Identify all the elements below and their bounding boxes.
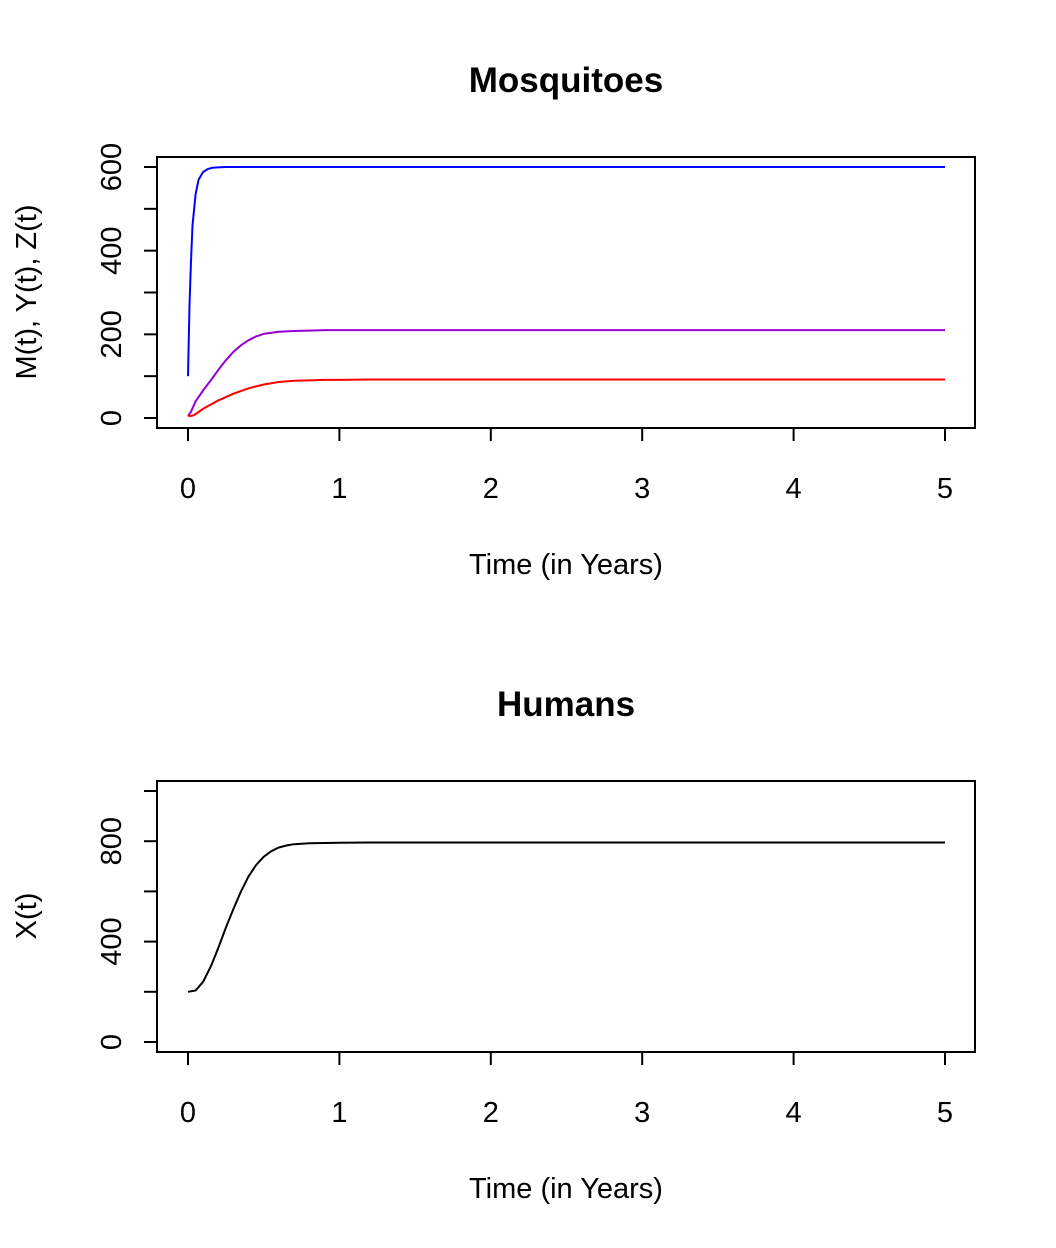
x-axis-label: Time (in Years) [469,1173,663,1205]
y-tick-label: 800 [96,817,128,865]
x-tick-label: 0 [180,1097,196,1129]
series-line-3 [188,378,945,417]
chart-panel-2: Humans 0 1 2 3 4 5 0 400 800 Time (in Years) X(t) [11,685,976,1205]
x-tick-label: 3 [634,473,650,505]
chart-panel-1: Mosquitoes 0 1 2 3 4 5 0 200 400 600 Time (in Years… [11,61,976,581]
y-tick-label: 400 [96,226,128,274]
x-tick-label: 5 [937,1097,953,1129]
x-tick-label: 2 [483,473,499,505]
series-line-2 [187,329,945,417]
y-tick-label: 200 [96,310,128,358]
y-axis-label: M(t), Y(t), Z(t) [11,204,43,379]
x-tick-label: 1 [331,1097,347,1129]
x-tick-label: 3 [634,1097,650,1129]
series-line-1 [187,841,945,993]
x-tick-label: 4 [786,1097,802,1129]
x-tick-label: 2 [483,1097,499,1129]
y-axis-label: X(t) [11,893,43,940]
y-tick-label: 400 [96,917,128,965]
x-tick-label: 0 [180,473,196,505]
x-tick-label: 5 [937,473,953,505]
y-tick-label: 0 [96,1034,128,1050]
plot-frame [156,780,976,1053]
series-line-1 [187,166,945,377]
chart-title: Mosquitoes [469,61,663,100]
x-tick-label: 4 [786,473,802,505]
chart-title: Humans [497,685,635,724]
y-tick-label: 600 [96,143,128,191]
x-tick-label: 1 [331,473,347,505]
plot-frame [156,156,976,429]
y-tick-label: 0 [96,410,128,426]
x-axis-label: Time (in Years) [469,549,663,581]
